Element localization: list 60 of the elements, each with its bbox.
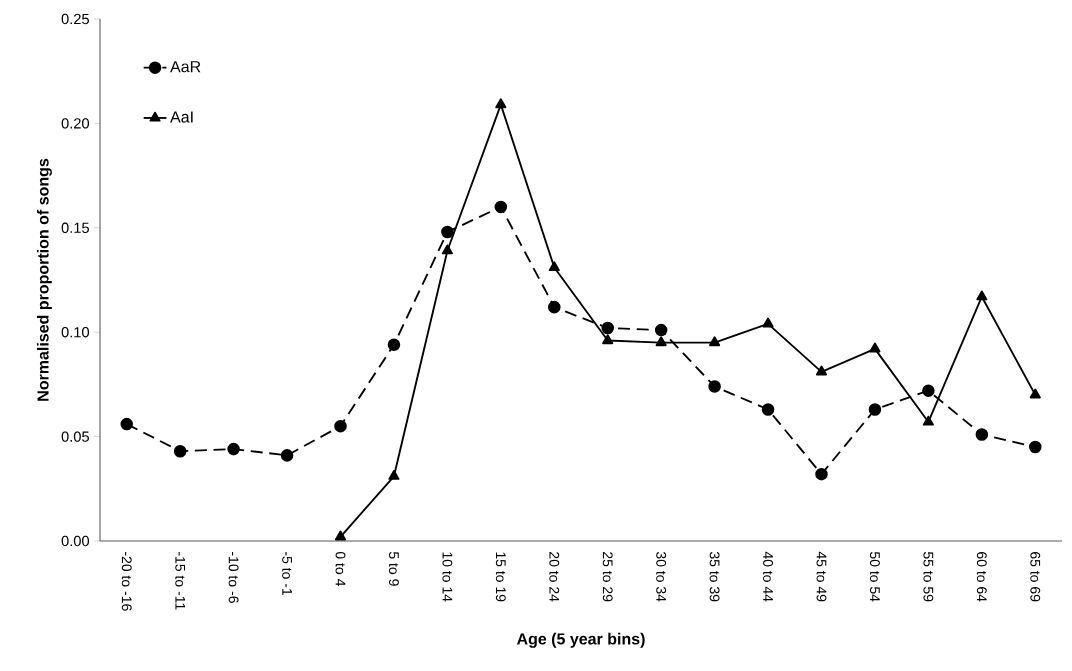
point <box>495 98 507 109</box>
x-tick-label: -15 to -11 <box>175 552 186 610</box>
x-tick-label: 45 to 49 <box>816 551 827 602</box>
point <box>922 415 934 426</box>
x-tick-label: 0 to 4 <box>335 551 346 586</box>
point <box>280 449 294 462</box>
y-tick-label: 0.25 <box>61 13 89 25</box>
point <box>548 300 561 314</box>
point <box>494 200 508 214</box>
point <box>334 419 347 433</box>
point <box>761 403 775 416</box>
x-tick-label: 50 to 54 <box>869 551 880 602</box>
point <box>654 323 668 337</box>
legend-label: AaR <box>170 61 201 73</box>
x-tick-label: 10 to 14 <box>442 552 453 602</box>
point <box>1029 388 1041 399</box>
x-tick-label: 35 to 39 <box>709 551 720 602</box>
point <box>709 336 721 347</box>
point <box>441 244 453 255</box>
x-tick-label: 5 to 9 <box>388 551 399 586</box>
point <box>388 469 400 480</box>
y-tick-label: 0.10 <box>61 327 90 338</box>
x-tick-label: 20 to 24 <box>549 552 560 602</box>
point <box>922 384 935 397</box>
x-tick-label: 15 to 19 <box>495 552 506 602</box>
y-tick-label: 0.00 <box>61 535 90 547</box>
point <box>334 530 347 541</box>
point <box>655 336 667 347</box>
y-axis-title: Normalised proportion of songs <box>36 158 52 401</box>
y-tick-label: 0.05 <box>61 431 89 442</box>
point <box>387 338 401 351</box>
x-tick-label: 55 to 59 <box>923 551 934 602</box>
point <box>120 417 133 431</box>
point <box>868 403 882 416</box>
x-tick-label: 30 to 34 <box>656 551 667 602</box>
point <box>975 428 989 441</box>
point <box>441 225 454 239</box>
point <box>173 444 187 458</box>
x-tick-label: -10 to -6 <box>228 552 239 603</box>
point <box>602 334 614 345</box>
point <box>601 321 614 335</box>
x-axis-title: Age (5 year bins) <box>516 632 645 648</box>
point <box>227 442 240 456</box>
x-tick-label: 60 to 64 <box>976 552 987 602</box>
point <box>548 261 560 272</box>
x-tick-label: 25 to 29 <box>602 552 613 602</box>
point <box>708 380 721 393</box>
x-tick-label: -5 to -1 <box>282 552 292 596</box>
x-tick-label: -20 to -16 <box>121 552 132 611</box>
point <box>762 317 774 328</box>
point <box>976 290 988 301</box>
legend-label: AaI <box>170 111 193 123</box>
point <box>869 342 881 353</box>
point <box>815 467 828 481</box>
point <box>815 365 828 376</box>
point <box>1029 440 1042 454</box>
y-tick-label: 0.15 <box>61 222 89 233</box>
y-tick-label: 0.20 <box>61 118 90 129</box>
x-tick-label: 40 to 44 <box>763 551 773 602</box>
x-tick-label: 65 to 69 <box>1030 552 1041 602</box>
